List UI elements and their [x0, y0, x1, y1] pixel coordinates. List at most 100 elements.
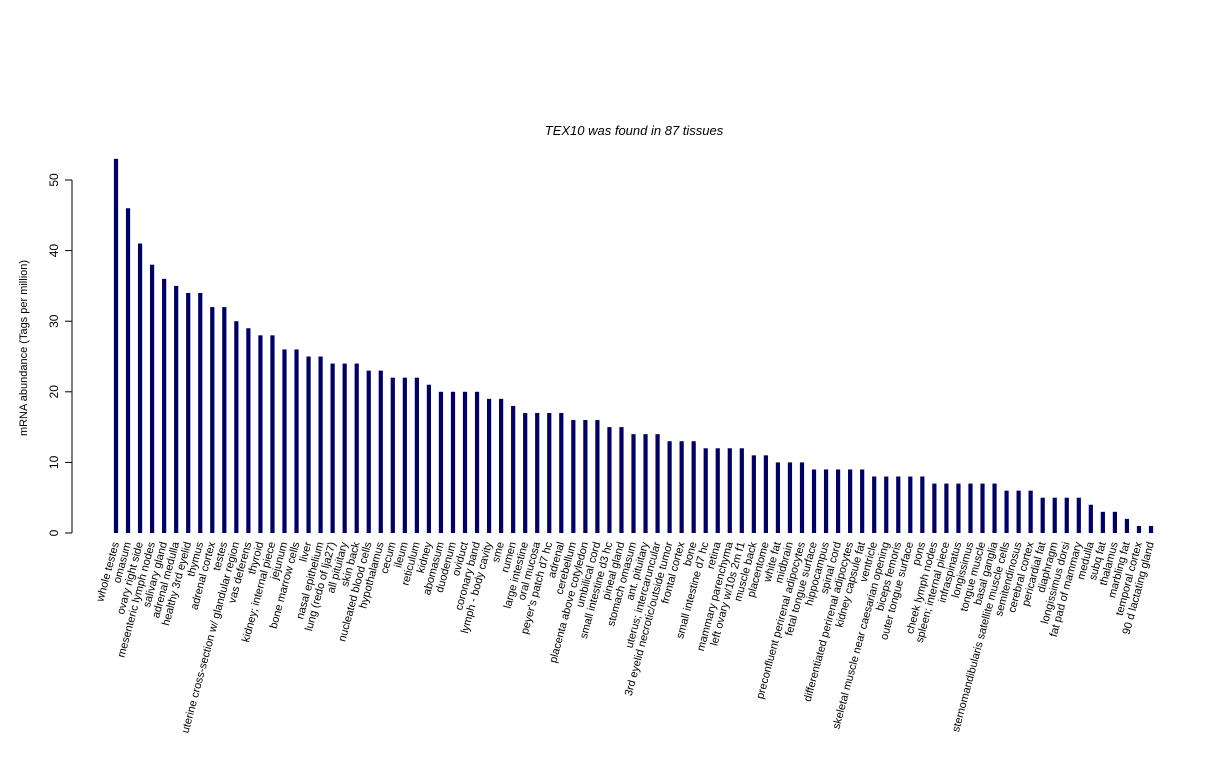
bar: [811, 469, 817, 533]
bar: [775, 462, 781, 533]
bar: [1124, 518, 1130, 533]
bar: [835, 469, 841, 533]
bar: [559, 412, 564, 533]
bar: [246, 328, 251, 533]
bar: [823, 469, 829, 533]
bar: [474, 391, 480, 533]
bar: [703, 448, 708, 533]
bar: [679, 441, 684, 533]
bar: [1064, 497, 1069, 533]
bar: [571, 420, 576, 533]
y-tick-label: 30: [47, 314, 61, 328]
bar: [162, 278, 167, 533]
bar: [270, 335, 275, 533]
bar: [258, 335, 263, 533]
bar: [342, 363, 347, 533]
bar: [222, 307, 227, 533]
bar: [643, 434, 648, 533]
bar: [378, 370, 383, 533]
bar: [426, 384, 432, 533]
bar: [366, 370, 371, 533]
bar: [294, 349, 299, 533]
bar: [631, 434, 636, 533]
bar: [884, 476, 889, 533]
bar: [751, 455, 756, 533]
bar: [872, 476, 877, 533]
bar: [282, 349, 287, 533]
bar: [727, 448, 732, 533]
bars: [113, 158, 1154, 534]
bar: [137, 243, 143, 534]
bar: [583, 420, 588, 533]
bar: [691, 441, 696, 533]
bar: [1028, 490, 1033, 533]
bar: [920, 476, 925, 533]
bar: [715, 448, 720, 533]
bar: [198, 292, 203, 533]
bar: [150, 264, 155, 533]
x-tick-label: liver: [298, 540, 315, 563]
y-tick-label: 0: [47, 529, 61, 536]
bar: [595, 420, 600, 533]
bar: [968, 483, 973, 533]
x-tick-label: sme: [490, 541, 507, 564]
bar: [932, 483, 937, 533]
bar: [944, 483, 949, 533]
bar: [667, 441, 672, 533]
y-tick-label: 50: [47, 173, 61, 187]
bar: [1016, 490, 1021, 533]
bar: [210, 307, 215, 533]
bar: [1088, 504, 1093, 533]
bar: [511, 405, 516, 533]
bar: [174, 285, 179, 533]
bar: [787, 462, 793, 533]
bar: [113, 158, 119, 533]
bar: [739, 448, 744, 533]
bar: [1136, 525, 1142, 533]
bar: [1076, 497, 1081, 533]
chart-title: TEX10 was found in 87 tissues: [545, 123, 724, 138]
bar: [860, 469, 865, 533]
bar: [306, 356, 311, 533]
bar: [499, 398, 504, 533]
bar: [450, 391, 456, 533]
y-tick-label: 20: [47, 385, 61, 399]
bar: [992, 483, 997, 533]
bar: [1052, 497, 1057, 533]
bar: [318, 356, 323, 533]
bar: [1100, 511, 1105, 533]
bar: [390, 377, 395, 533]
bar: [330, 363, 335, 533]
bar: [438, 391, 444, 533]
bar: [799, 462, 805, 533]
bar: [655, 434, 660, 533]
bar: [956, 483, 961, 533]
y-tick-label: 40: [47, 244, 61, 258]
bar: [980, 483, 985, 533]
bar: [763, 455, 768, 533]
bar: [908, 476, 913, 533]
bar: [896, 476, 901, 533]
bar: [125, 208, 131, 534]
bar: [1004, 490, 1009, 533]
bar: [486, 398, 492, 533]
bar: [1112, 511, 1117, 533]
bar: [414, 377, 419, 533]
bar: [1148, 525, 1154, 533]
bar: [402, 377, 407, 533]
y-axis-label: mRNA abundance (Tags per million): [18, 260, 30, 436]
bar: [234, 321, 239, 533]
bar: [523, 412, 528, 533]
y-tick-label: 10: [47, 455, 61, 469]
bar: [607, 427, 612, 533]
bar: [186, 292, 191, 533]
bar: [462, 391, 468, 533]
bar: [848, 469, 853, 533]
y-axis: 0 10 20 30 40 50: [47, 173, 73, 536]
bar: [619, 427, 624, 533]
bar: [1040, 497, 1045, 533]
bar: [547, 412, 552, 533]
